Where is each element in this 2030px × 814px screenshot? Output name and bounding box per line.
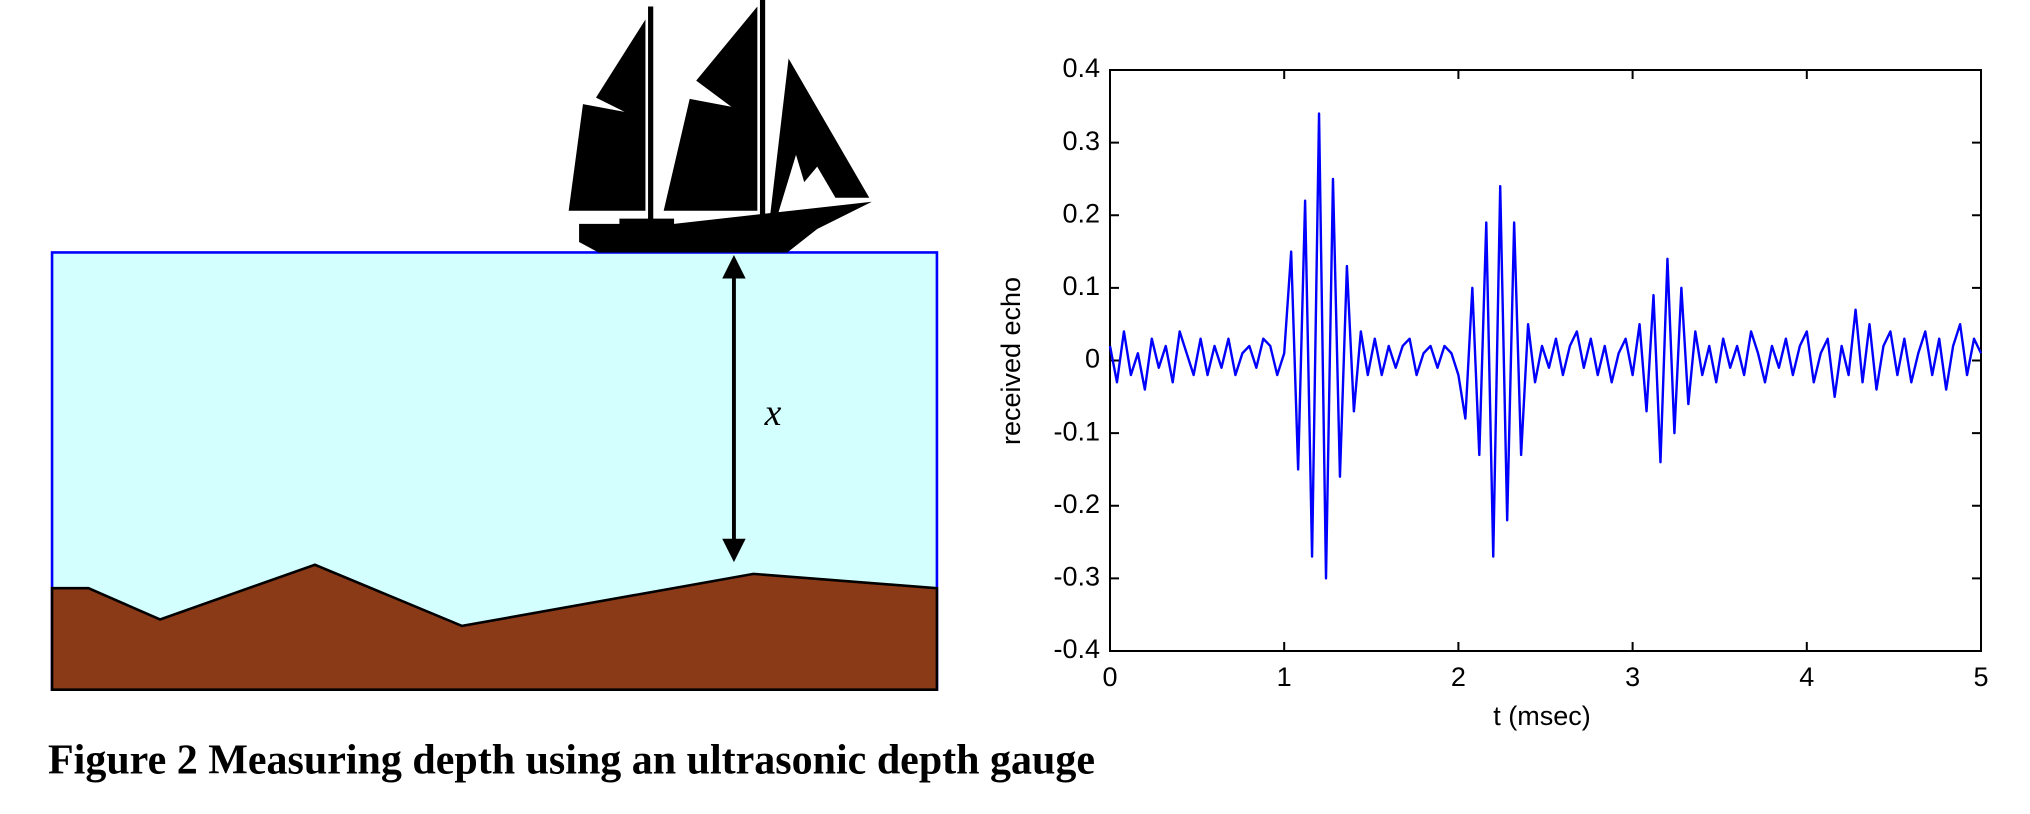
y-tick-label: 0.3 — [1062, 126, 1100, 156]
x-axis-label: t (msec) — [1493, 701, 1591, 731]
arrow-head — [722, 538, 746, 563]
y-tick-label: -0.3 — [1053, 562, 1100, 592]
y-tick-label: 0.4 — [1062, 53, 1100, 83]
x-tick-label: 5 — [1973, 662, 1988, 692]
x-tick-label: 3 — [1625, 662, 1640, 692]
x-tick-label: 0 — [1102, 662, 1117, 692]
arrow-head — [722, 255, 746, 279]
y-tick-label: 0.1 — [1062, 271, 1100, 301]
x-tick-label: 2 — [1451, 662, 1466, 692]
y-axis-label: received echo — [996, 277, 1026, 445]
seabed — [50, 563, 939, 691]
x-tick-label: 4 — [1799, 662, 1814, 692]
ship — [568, 0, 872, 253]
y-tick-label: -0.2 — [1053, 489, 1100, 519]
y-tick-label: 0.2 — [1062, 198, 1100, 228]
depth-label: x — [764, 392, 782, 434]
x-tick-label: 1 — [1277, 662, 1292, 692]
y-tick-label: 0 — [1085, 344, 1100, 374]
y-tick-label: -0.1 — [1053, 416, 1100, 446]
y-tick-label: -0.4 — [1053, 634, 1100, 664]
caption: Figure 2 Measuring depth using an ultras… — [48, 738, 1095, 784]
depth-diagram: x — [50, 0, 939, 691]
echo-line — [1108, 112, 1983, 580]
